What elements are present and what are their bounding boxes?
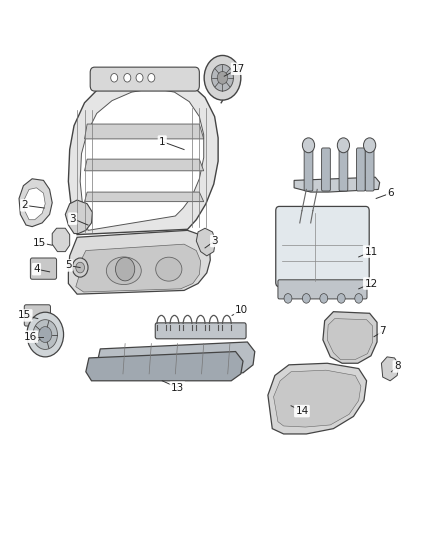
Polygon shape [19,179,52,227]
Text: 7: 7 [379,326,386,336]
Text: 13: 13 [171,383,184,393]
FancyBboxPatch shape [30,258,57,279]
Text: 3: 3 [211,236,218,246]
Polygon shape [85,159,204,171]
Polygon shape [97,342,255,374]
Polygon shape [85,192,204,201]
Text: 12: 12 [364,279,378,288]
Circle shape [72,258,88,277]
Polygon shape [65,200,92,233]
FancyBboxPatch shape [155,323,246,339]
Ellipse shape [155,257,182,281]
Circle shape [212,64,233,91]
Circle shape [39,327,52,343]
Text: 17: 17 [232,64,245,74]
FancyBboxPatch shape [304,148,313,191]
Polygon shape [327,319,373,360]
Circle shape [337,138,350,153]
FancyBboxPatch shape [24,305,50,326]
FancyBboxPatch shape [278,280,367,299]
Polygon shape [25,188,45,220]
Polygon shape [196,228,215,256]
Polygon shape [85,124,204,139]
Polygon shape [381,357,399,381]
Text: 14: 14 [295,406,309,416]
Polygon shape [294,177,380,192]
Circle shape [148,74,155,82]
Text: 1: 1 [159,136,166,147]
Text: 2: 2 [21,200,28,211]
Circle shape [76,262,85,273]
Polygon shape [68,71,218,235]
Polygon shape [80,88,204,230]
Polygon shape [323,312,377,364]
Text: 16: 16 [24,332,37,342]
FancyBboxPatch shape [365,148,374,191]
Circle shape [320,294,328,303]
Text: 5: 5 [65,261,72,270]
Circle shape [217,71,228,84]
Text: 4: 4 [33,264,40,274]
Text: 15: 15 [18,310,32,320]
Ellipse shape [106,257,141,285]
Circle shape [116,257,135,281]
Polygon shape [68,230,210,294]
Circle shape [337,294,345,303]
Text: 15: 15 [32,238,46,247]
FancyBboxPatch shape [90,67,199,91]
Text: 6: 6 [387,188,394,198]
Circle shape [355,294,363,303]
Circle shape [364,138,376,153]
Circle shape [284,294,292,303]
Polygon shape [52,228,70,252]
Polygon shape [86,352,243,381]
FancyBboxPatch shape [339,148,348,191]
Circle shape [33,320,57,350]
Polygon shape [274,370,361,427]
Circle shape [302,294,310,303]
Text: 10: 10 [235,305,248,315]
Text: 8: 8 [394,361,400,372]
Text: 11: 11 [364,247,378,256]
Circle shape [302,138,314,153]
FancyBboxPatch shape [321,148,330,191]
Circle shape [124,74,131,82]
FancyBboxPatch shape [276,206,369,287]
Circle shape [204,55,241,100]
Circle shape [136,74,143,82]
Circle shape [27,312,64,357]
Polygon shape [76,244,201,292]
Circle shape [111,74,118,82]
Polygon shape [268,364,367,434]
Text: 3: 3 [69,214,76,224]
FancyBboxPatch shape [357,148,365,191]
